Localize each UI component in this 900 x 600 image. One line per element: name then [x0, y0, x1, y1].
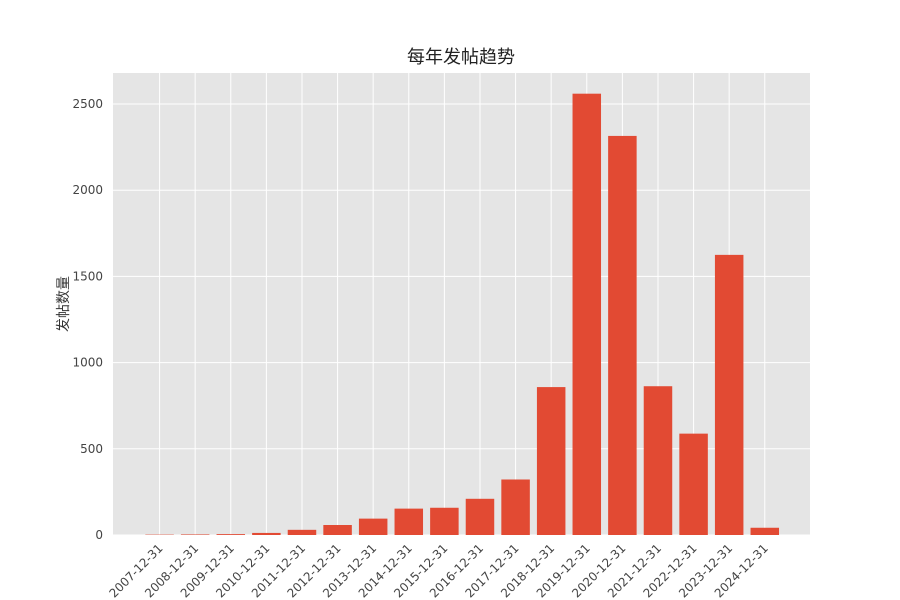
- y-tick-label: 2000: [72, 183, 103, 197]
- chart-title: 每年发帖趋势: [407, 47, 515, 68]
- bar-2016-12-31: [465, 498, 495, 535]
- bar-2009-12-31: [216, 534, 246, 535]
- bar-2010-12-31: [252, 532, 281, 535]
- y-tick-labels: 0 500 1000 1500 2000 2500: [72, 97, 103, 542]
- y-tick-label: 2500: [72, 97, 103, 111]
- bar-2024-12-31: [750, 527, 780, 535]
- bar-2017-12-31: [501, 479, 530, 535]
- bar-2015-12-31: [430, 507, 459, 535]
- bar-2011-12-31: [287, 529, 317, 535]
- bar-2019-12-31: [572, 93, 602, 535]
- x-tick-labels: 2007-12-312008-12-312009-12-312010-12-31…: [106, 541, 770, 600]
- bar-2008-12-31: [180, 534, 210, 535]
- bar-2023-12-31: [714, 254, 744, 536]
- y-tick-label: 1000: [72, 356, 103, 370]
- y-tick-label: 1500: [72, 269, 103, 283]
- bar-2013-12-31: [358, 518, 388, 535]
- y-tick-label: 500: [80, 442, 103, 456]
- y-axis-label: 发帖数量: [56, 276, 72, 332]
- bar-2018-12-31: [536, 387, 566, 535]
- bars: [145, 93, 780, 536]
- y-tick-label: 0: [95, 528, 103, 542]
- bar-2020-12-31: [608, 135, 637, 536]
- bar-2021-12-31: [643, 386, 673, 535]
- bar-2014-12-31: [394, 508, 424, 535]
- bar-2012-12-31: [323, 525, 352, 535]
- bar-2022-12-31: [679, 433, 708, 535]
